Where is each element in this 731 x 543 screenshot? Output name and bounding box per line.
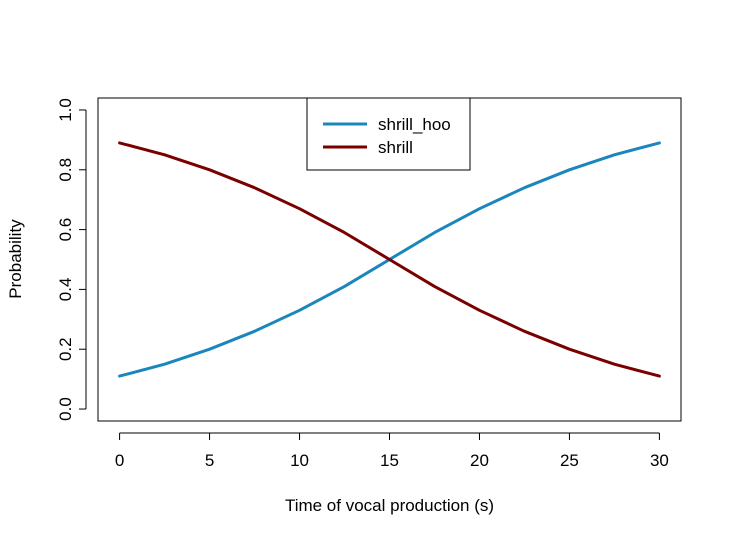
y-tick-label: 0.6 [56, 218, 75, 242]
x-tick-label: 0 [115, 451, 124, 470]
y-tick-label: 0.4 [56, 278, 75, 302]
legend-label: shrill_hoo [378, 115, 451, 134]
series-layer [118, 141, 661, 378]
legend-box [306, 97, 471, 171]
x-tick-label: 15 [380, 451, 399, 470]
y-tick-label: 0.8 [56, 158, 75, 182]
series-line-shrill [118, 141, 661, 378]
y-tick-label: 1.0 [56, 98, 75, 122]
y-axis-label: Probability [6, 219, 25, 299]
y-tick-label: 0.2 [56, 337, 75, 361]
x-tick-label: 25 [560, 451, 579, 470]
x-tick-label: 20 [470, 451, 489, 470]
legend-label: shrill [378, 138, 413, 157]
y-tick-label: 0.0 [56, 397, 75, 421]
x-axis: 0 5 10 15 20 25 30 [115, 432, 669, 470]
x-tick-label: 10 [290, 451, 309, 470]
x-axis-label: Time of vocal production (s) [285, 496, 494, 515]
x-tick-label: 5 [205, 451, 214, 470]
x-tick-label: 30 [650, 451, 669, 470]
y-axis: 0.0 0.2 0.4 0.6 0.8 1.0 [56, 98, 87, 421]
